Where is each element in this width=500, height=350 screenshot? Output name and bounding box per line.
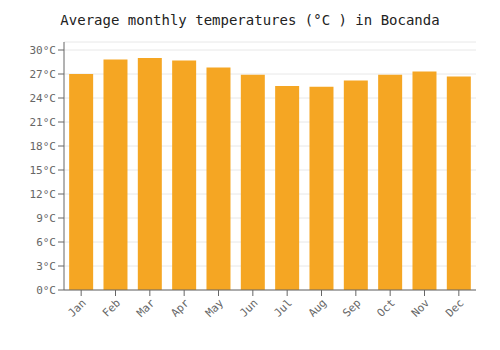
svg-text:May: May xyxy=(203,296,227,320)
svg-text:6°C: 6°C xyxy=(36,236,56,249)
svg-text:0°C: 0°C xyxy=(36,284,56,297)
svg-text:Dec: Dec xyxy=(443,296,466,319)
svg-text:9°C: 9°C xyxy=(36,212,56,225)
svg-text:Sep: Sep xyxy=(340,296,363,319)
svg-text:Apr: Apr xyxy=(169,296,193,320)
svg-text:Nov: Nov xyxy=(409,296,433,320)
svg-text:Jun: Jun xyxy=(237,296,260,319)
svg-text:Mar: Mar xyxy=(134,296,158,320)
svg-text:Feb: Feb xyxy=(100,296,123,319)
svg-text:24°C: 24°C xyxy=(30,92,57,105)
svg-text:18°C: 18°C xyxy=(30,140,57,153)
svg-text:Jan: Jan xyxy=(66,296,89,319)
svg-text:Oct: Oct xyxy=(375,296,398,319)
svg-text:Aug: Aug xyxy=(306,296,329,319)
svg-text:15°C: 15°C xyxy=(30,164,57,177)
svg-text:27°C: 27°C xyxy=(30,68,57,81)
svg-text:Jul: Jul xyxy=(272,296,295,319)
svg-text:21°C: 21°C xyxy=(30,116,57,129)
svg-text:30°C: 30°C xyxy=(30,44,57,57)
html-text:Average monthly temperatures (: Average monthly temperatures (°C ) in Bo… xyxy=(60,12,440,28)
svg-text:3°C: 3°C xyxy=(36,260,56,273)
svg-text:12°C: 12°C xyxy=(30,188,57,201)
